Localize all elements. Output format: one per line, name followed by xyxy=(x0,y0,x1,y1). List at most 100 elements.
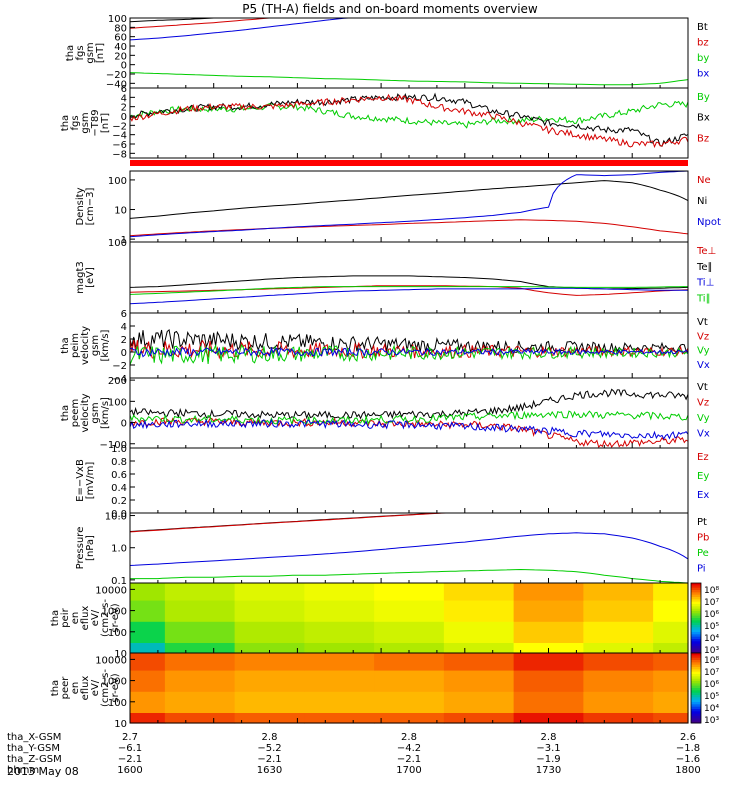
y-axis-label: gsm xyxy=(90,402,101,423)
y-tick-label: 10 xyxy=(114,206,127,217)
colorbar-segment xyxy=(691,655,701,659)
colorbar-tick-label: 10⁵ xyxy=(704,622,719,632)
colorbar-tick-label: 10⁸ xyxy=(704,656,719,666)
legend-entry: Bz xyxy=(697,133,709,144)
y-axis-label: Density xyxy=(75,187,86,225)
series-bz-line xyxy=(129,17,688,29)
heatmap-cell xyxy=(164,642,236,654)
y-axis-label: gsm xyxy=(85,42,96,63)
heatmap-cell xyxy=(374,642,445,654)
y-axis-label: [km/s] xyxy=(100,329,111,361)
y-axis-label: peem xyxy=(70,399,81,427)
colorbar-segment xyxy=(691,702,701,705)
ephemeris-table: tha_X-GSM 2.7 2.8 2.8 2.8 2.6 tha_Y-GSM −6.1 −5.… xyxy=(7,732,701,776)
heatmap-cell xyxy=(304,642,375,654)
heatmap-cell xyxy=(130,653,166,671)
y-axis-label: [nT] xyxy=(100,113,111,133)
colorbar-tick-label: 10⁶ xyxy=(704,680,719,690)
colorbar-segment xyxy=(691,611,701,614)
ephemeris-value: −4.2 xyxy=(397,743,421,754)
panel-frame xyxy=(129,447,689,514)
heatmap-cell xyxy=(130,621,166,643)
colorbar-tick-label: 10³ xyxy=(704,646,719,656)
colorbar-segment xyxy=(691,711,701,715)
panel-4: Te⊥ Te∥ Ti⊥ Ti∥ 100 magt3 [eV] xyxy=(75,238,716,314)
heatmap-cell xyxy=(583,669,654,692)
series-Vx-line xyxy=(129,346,689,358)
heatmap-cell xyxy=(374,599,445,622)
heatmap-cell xyxy=(443,691,515,713)
y-tick-label: 1000 xyxy=(102,607,127,618)
series-Ne-line xyxy=(129,219,689,237)
colorbar-segment xyxy=(691,674,701,677)
heatmap-cell xyxy=(513,653,584,671)
y-axis-label: peim xyxy=(70,333,81,358)
legend-entry: Ne xyxy=(697,175,711,186)
heatmap-cell xyxy=(653,642,689,654)
legend-entry: by xyxy=(697,53,709,64)
heatmap-cell xyxy=(653,621,689,643)
heatmap-cell xyxy=(513,642,584,654)
colorbar-tick-label: 10⁴ xyxy=(704,704,719,714)
y-axis-label: fgs xyxy=(75,45,86,60)
colorbar-segment xyxy=(691,632,701,635)
panel-3: Ne Ni Npot 1 10 100 Density [cm−3] xyxy=(75,170,721,246)
heatmap-cell xyxy=(234,691,305,713)
ephemeris-value: 1700 xyxy=(396,765,421,776)
y-axis-label: en xyxy=(70,682,81,695)
series-By-line xyxy=(129,100,689,129)
y-tick-label: 80 xyxy=(114,23,127,34)
y-tick-label: 100 xyxy=(108,176,127,187)
colorbar-segment xyxy=(691,695,701,698)
figure-title: P5 (TH-A) fields and on-board moments ov… xyxy=(242,2,538,16)
y-tick-label: 0.1 xyxy=(111,576,127,587)
y-tick-label: 6 xyxy=(121,309,127,320)
colorbar-segment xyxy=(691,599,701,603)
ephemeris-value: 1800 xyxy=(675,765,700,776)
colorbar-segment xyxy=(691,583,701,586)
ephemeris-value: 2.8 xyxy=(262,732,278,743)
heatmap-cell xyxy=(374,621,445,643)
panel-5: Vt Vz Vy Vx −4 −2 0 2 4 6 tha peim velocity gsm [km/s] xyxy=(60,309,710,385)
series-Vx-line xyxy=(129,418,689,440)
colorbar-segment xyxy=(691,688,701,691)
heatmap-cell xyxy=(130,642,166,654)
series-Vt-line xyxy=(129,328,689,355)
y-tick-label: 6 xyxy=(121,84,127,95)
ephemeris-value: −6.1 xyxy=(118,743,142,754)
heatmap-cell xyxy=(513,669,584,692)
y-tick-label: 20 xyxy=(114,51,127,62)
colorbar-segment xyxy=(691,697,701,701)
y-axis-label: (cm2-s- xyxy=(100,669,111,707)
legend-entry: Vy xyxy=(697,413,710,424)
series-Pt-line xyxy=(129,512,688,532)
colorbar-segment xyxy=(691,713,701,717)
ephemeris-row-label: tha_Z-GSM xyxy=(7,754,62,765)
legend-entry: Vx xyxy=(697,360,710,371)
colorbar-segment xyxy=(691,597,701,600)
legend-entry: Ez xyxy=(697,452,709,463)
y-tick-label: 0 xyxy=(121,348,127,359)
heatmap-cell xyxy=(234,669,305,692)
y-tick-label: −2 xyxy=(112,361,127,372)
series-Ti∥-line xyxy=(129,286,688,295)
y-tick-label: −4 xyxy=(112,374,127,385)
colorbar-segment xyxy=(691,615,701,619)
panel-frame xyxy=(129,17,689,89)
heatmap-cell xyxy=(164,669,236,692)
y-axis-label: [km/s] xyxy=(100,397,111,429)
colorbar-segment xyxy=(691,716,701,719)
series-Vz-line xyxy=(129,417,689,449)
y-tick-label: 10 xyxy=(114,719,127,730)
colorbar-segment xyxy=(691,667,701,670)
heatmap-cell xyxy=(443,642,515,654)
ephemeris-value: 2.6 xyxy=(680,732,696,743)
colorbar-segment xyxy=(691,671,701,675)
heatmap-cell xyxy=(653,669,689,692)
heatmap-cell xyxy=(234,712,305,724)
ephemeris-value: −1.6 xyxy=(676,754,700,765)
y-tick-label: 0 xyxy=(121,112,127,123)
y-tick-label: 40 xyxy=(114,42,127,53)
y-axis-label: Pressure xyxy=(75,527,86,570)
